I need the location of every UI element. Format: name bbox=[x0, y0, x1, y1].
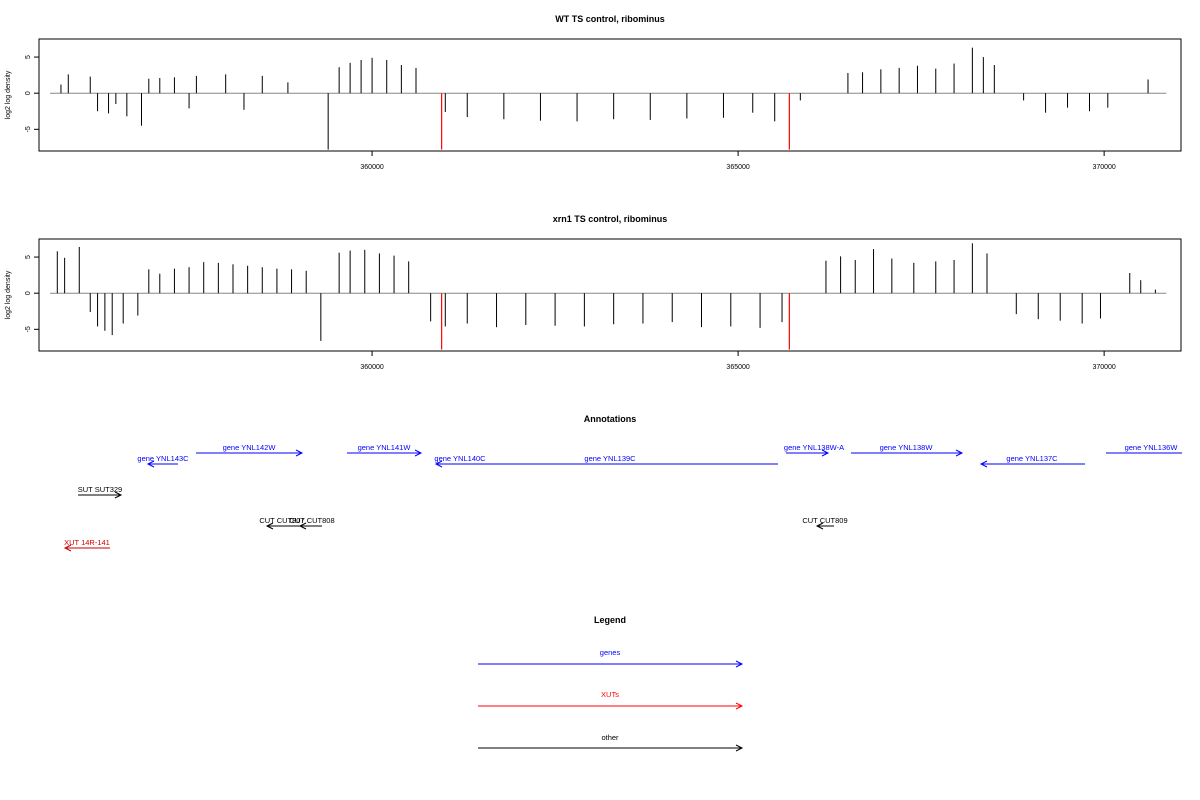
legend-entry-other: other bbox=[478, 733, 744, 752]
y-axis-label: log2 log density bbox=[5, 70, 12, 119]
legend-label: XUTs bbox=[601, 690, 619, 699]
arrow-head bbox=[298, 522, 307, 530]
plot-frame bbox=[38, 38, 1182, 152]
feature-ynl138w-a: gene YNL138W-A bbox=[784, 443, 844, 457]
feature-label: CUT CUT807 bbox=[259, 516, 304, 525]
bar-layer bbox=[49, 47, 1167, 150]
arrow-head bbox=[735, 702, 744, 710]
feature-label: SUT SUT329 bbox=[78, 485, 122, 494]
x-tick-label: 360000 bbox=[360, 164, 383, 171]
feature-ynl139c: gene YNL139C bbox=[434, 454, 778, 468]
x-axis: 360000 365000 370000 bbox=[360, 351, 1116, 371]
arrow-head bbox=[265, 522, 274, 530]
panel-xrn1: xrn1 TS control, ribominus 50-5 360000 36… bbox=[5, 214, 1182, 371]
y-axis: 5 0 -5 bbox=[25, 55, 39, 132]
arrow-head bbox=[414, 449, 423, 457]
feature-cut809: CUT CUT809 bbox=[802, 516, 848, 530]
arrow-head bbox=[295, 449, 304, 457]
y-axis: 5 0 -5 bbox=[25, 255, 39, 332]
legend-entry-genes: genes bbox=[478, 648, 744, 668]
arrow-head bbox=[146, 460, 155, 468]
feature-label: gene YNL143C bbox=[137, 454, 189, 463]
feature-ynl143c: gene YNL143C bbox=[137, 454, 189, 468]
annotations-track: Annotations gene YNL143C gene YNL142W ge… bbox=[63, 414, 1182, 552]
feature-ynl138w: gene YNL138W bbox=[851, 443, 964, 457]
arrow-head bbox=[979, 460, 988, 468]
arrow-head bbox=[114, 491, 123, 499]
feature-label: gene YNL137C bbox=[1006, 454, 1058, 463]
bar-layer bbox=[49, 243, 1167, 350]
feature-ynl136w: gene YNL136W bbox=[1106, 443, 1182, 454]
x-tick-label: 365000 bbox=[726, 364, 749, 371]
feature-label: gene YNL139C bbox=[584, 454, 636, 463]
annotations-title: Annotations bbox=[584, 414, 637, 424]
legend: Legend genes XUTs other bbox=[478, 615, 744, 752]
y-tick-label: -5 bbox=[25, 326, 32, 332]
feature-cut808: CUT CUT808 bbox=[289, 516, 335, 530]
arrow-head bbox=[955, 449, 964, 457]
feature-label: XUT 14R-141 bbox=[64, 538, 110, 547]
y-tick-label: 0 bbox=[25, 291, 32, 295]
arrow-head bbox=[815, 522, 824, 530]
feature-label: gene YNL140C bbox=[434, 454, 486, 463]
arrow-head bbox=[735, 744, 744, 752]
x-tick-label: 370000 bbox=[1092, 364, 1115, 371]
feature-label: gene YNL138W-A bbox=[784, 443, 844, 452]
feature-ynl142w: gene YNL142W bbox=[196, 443, 304, 457]
arrow-head bbox=[434, 460, 443, 468]
feature-cut807: CUT CUT807 bbox=[259, 516, 305, 530]
x-tick-label: 365000 bbox=[726, 164, 749, 171]
panel-title: WT TS control, ribominus bbox=[555, 14, 665, 24]
x-tick-label: 370000 bbox=[1092, 164, 1115, 171]
feature-label: CUT CUT809 bbox=[802, 516, 847, 525]
feature-xut-14r-141: XUT 14R-141 bbox=[63, 538, 110, 552]
x-axis: 360000 365000 370000 bbox=[360, 151, 1116, 171]
feature-ynl140c: gene YNL140C bbox=[434, 454, 486, 465]
feature-ynl137c: gene YNL137C bbox=[979, 454, 1085, 468]
arrow-head bbox=[821, 449, 830, 457]
feature-sut329: SUT SUT329 bbox=[78, 485, 123, 499]
panel-wt: WT TS control, ribominus 5 0 -5 360000 3650… bbox=[5, 14, 1182, 171]
panel-title: xrn1 TS control, ribominus bbox=[553, 214, 668, 224]
y-tick-label: 5 bbox=[25, 55, 32, 59]
feature-label: CUT CUT808 bbox=[289, 516, 334, 525]
feature-ynl141w: gene YNL141W bbox=[347, 443, 423, 457]
y-axis-label: log2 log density bbox=[5, 270, 12, 319]
feature-label: gene YNL142W bbox=[223, 443, 277, 452]
arrow-head bbox=[735, 660, 744, 668]
legend-label: other bbox=[601, 733, 619, 742]
legend-entry-xuts: XUTs bbox=[478, 690, 744, 710]
plot-frame bbox=[38, 238, 1182, 352]
y-tick-label: -5 bbox=[25, 126, 32, 132]
legend-label: genes bbox=[600, 648, 621, 657]
legend-title: Legend bbox=[594, 615, 626, 625]
y-tick-label: 0 bbox=[25, 91, 32, 95]
x-tick-label: 360000 bbox=[360, 364, 383, 371]
feature-label: gene YNL136W bbox=[1125, 443, 1179, 452]
feature-label: gene YNL141W bbox=[358, 443, 412, 452]
arrow-head bbox=[63, 544, 72, 552]
feature-label: gene YNL138W bbox=[880, 443, 934, 452]
y-tick-label: 5 bbox=[25, 255, 32, 259]
